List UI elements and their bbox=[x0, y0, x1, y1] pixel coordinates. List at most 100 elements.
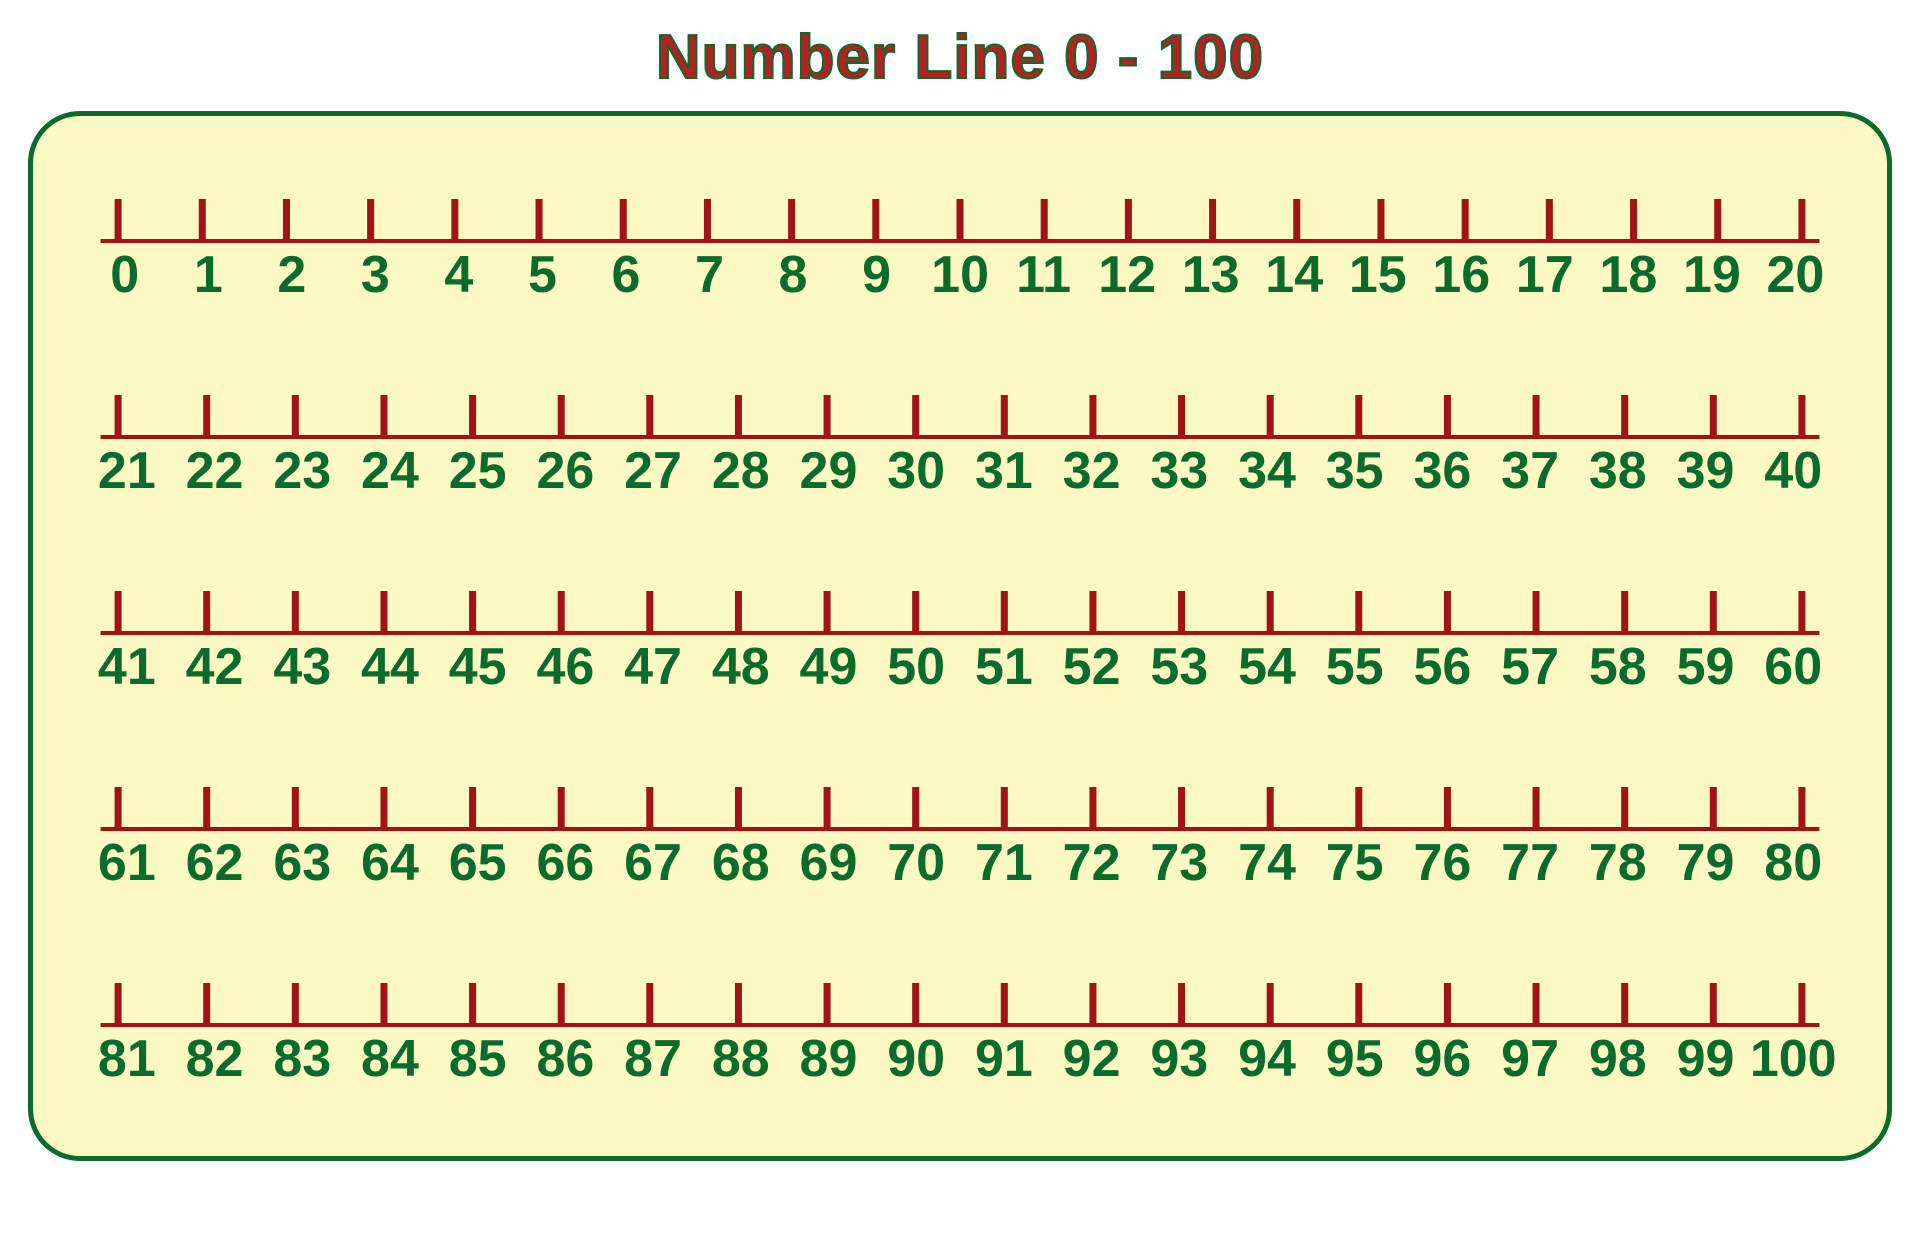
number-label: 80 bbox=[1749, 837, 1837, 889]
number-label: 91 bbox=[960, 1033, 1048, 1085]
number-label: 46 bbox=[522, 641, 610, 693]
number-label: 95 bbox=[1311, 1033, 1399, 1085]
number-label: 28 bbox=[697, 445, 785, 497]
number-label: 65 bbox=[434, 837, 522, 889]
number-label: 10 bbox=[918, 249, 1002, 301]
number-label: 54 bbox=[1223, 641, 1311, 693]
number-label: 63 bbox=[258, 837, 346, 889]
number-label: 29 bbox=[785, 445, 873, 497]
number-label: 79 bbox=[1662, 837, 1750, 889]
number-label: 27 bbox=[609, 445, 697, 497]
number-label: 66 bbox=[522, 837, 610, 889]
number-label: 15 bbox=[1336, 249, 1420, 301]
number-label: 53 bbox=[1135, 641, 1223, 693]
number-label: 24 bbox=[346, 445, 434, 497]
number-label: 33 bbox=[1135, 445, 1223, 497]
number-label: 68 bbox=[697, 837, 785, 889]
number-label: 17 bbox=[1503, 249, 1587, 301]
number-line-labels: 6162636465666768697071727374757677787980 bbox=[83, 837, 1837, 889]
number-label: 92 bbox=[1048, 1033, 1136, 1085]
number-label: 64 bbox=[346, 837, 434, 889]
number-line-axis bbox=[83, 775, 1837, 835]
number-label: 22 bbox=[171, 445, 259, 497]
number-line-labels: 2122232425262728293031323334353637383940 bbox=[83, 445, 1837, 497]
number-label: 2 bbox=[250, 249, 334, 301]
number-label: 9 bbox=[835, 249, 919, 301]
number-label: 7 bbox=[668, 249, 752, 301]
number-label: 26 bbox=[522, 445, 610, 497]
number-label: 40 bbox=[1749, 445, 1837, 497]
number-label: 61 bbox=[83, 837, 171, 889]
number-label: 90 bbox=[872, 1033, 960, 1085]
number-label: 62 bbox=[171, 837, 259, 889]
number-label: 18 bbox=[1587, 249, 1671, 301]
number-label: 69 bbox=[785, 837, 873, 889]
number-label: 72 bbox=[1048, 837, 1136, 889]
number-label: 30 bbox=[872, 445, 960, 497]
number-label: 31 bbox=[960, 445, 1048, 497]
number-line-labels: 4142434445464748495051525354555657585960 bbox=[83, 641, 1837, 693]
number-label: 59 bbox=[1662, 641, 1750, 693]
number-label: 87 bbox=[609, 1033, 697, 1085]
number-label: 13 bbox=[1169, 249, 1253, 301]
number-line-labels: 8182838485868788899091929394959697989910… bbox=[83, 1033, 1837, 1085]
number-label: 85 bbox=[434, 1033, 522, 1085]
number-label: 44 bbox=[346, 641, 434, 693]
number-label: 45 bbox=[434, 641, 522, 693]
number-label: 99 bbox=[1662, 1033, 1750, 1085]
number-line-axis bbox=[83, 187, 1837, 247]
number-label: 55 bbox=[1311, 641, 1399, 693]
number-label: 86 bbox=[522, 1033, 610, 1085]
number-label: 38 bbox=[1574, 445, 1662, 497]
number-label: 76 bbox=[1399, 837, 1487, 889]
number-label: 78 bbox=[1574, 837, 1662, 889]
number-label: 8 bbox=[751, 249, 835, 301]
number-label: 1 bbox=[167, 249, 251, 301]
number-label: 19 bbox=[1670, 249, 1754, 301]
number-line-row: 4142434445464748495051525354555657585960 bbox=[83, 579, 1837, 693]
number-label: 36 bbox=[1399, 445, 1487, 497]
title-text: Number Line 0 - 100 bbox=[656, 23, 1264, 92]
number-label: 60 bbox=[1749, 641, 1837, 693]
number-label: 75 bbox=[1311, 837, 1399, 889]
number-label: 70 bbox=[872, 837, 960, 889]
number-label: 34 bbox=[1223, 445, 1311, 497]
number-label: 84 bbox=[346, 1033, 434, 1085]
number-label: 4 bbox=[417, 249, 501, 301]
number-label: 93 bbox=[1135, 1033, 1223, 1085]
number-label: 83 bbox=[258, 1033, 346, 1085]
number-label: 96 bbox=[1399, 1033, 1487, 1085]
number-label: 88 bbox=[697, 1033, 785, 1085]
number-line-row: 01234567891011121314151617181920 bbox=[83, 187, 1837, 301]
number-label: 89 bbox=[785, 1033, 873, 1085]
number-label: 71 bbox=[960, 837, 1048, 889]
number-label: 5 bbox=[501, 249, 585, 301]
number-label: 35 bbox=[1311, 445, 1399, 497]
number-label: 25 bbox=[434, 445, 522, 497]
number-line-axis bbox=[83, 579, 1837, 639]
number-label: 49 bbox=[785, 641, 873, 693]
number-line-axis bbox=[83, 971, 1837, 1031]
number-label: 47 bbox=[609, 641, 697, 693]
number-label: 6 bbox=[584, 249, 668, 301]
number-label: 77 bbox=[1486, 837, 1574, 889]
number-label: 21 bbox=[83, 445, 171, 497]
number-line-row: 8182838485868788899091929394959697989910… bbox=[83, 971, 1837, 1085]
number-label: 98 bbox=[1574, 1033, 1662, 1085]
number-label: 58 bbox=[1574, 641, 1662, 693]
number-label: 73 bbox=[1135, 837, 1223, 889]
number-label: 42 bbox=[171, 641, 259, 693]
number-line-row: 6162636465666768697071727374757677787980 bbox=[83, 775, 1837, 889]
number-line-labels: 01234567891011121314151617181920 bbox=[83, 249, 1837, 301]
number-label: 48 bbox=[697, 641, 785, 693]
number-label: 74 bbox=[1223, 837, 1311, 889]
number-label: 100 bbox=[1749, 1033, 1837, 1085]
number-line-panel: 0123456789101112131415161718192021222324… bbox=[28, 111, 1892, 1161]
number-label: 16 bbox=[1420, 249, 1504, 301]
number-label: 12 bbox=[1085, 249, 1169, 301]
number-label: 67 bbox=[609, 837, 697, 889]
number-label: 94 bbox=[1223, 1033, 1311, 1085]
number-label: 52 bbox=[1048, 641, 1136, 693]
number-label: 57 bbox=[1486, 641, 1574, 693]
number-label: 56 bbox=[1399, 641, 1487, 693]
